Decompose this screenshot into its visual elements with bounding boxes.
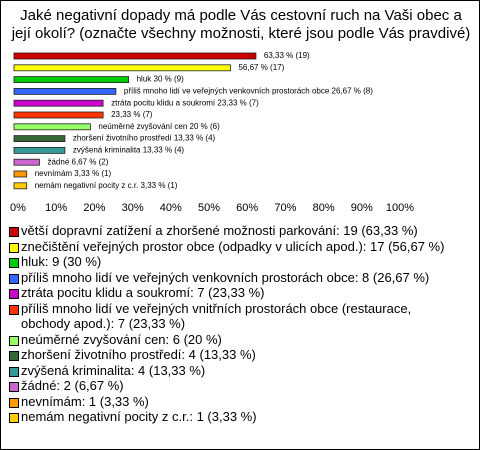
legend-label: nevnímám: 1 (3,33 %) [21,393,149,409]
legend-item: zhoršení životního prostředí: 4 (13,33 %… [9,347,455,363]
legend-item: ztráta pocitu klidu a soukromí: 7 (23,33… [9,285,455,301]
legend-item: větší dopravní zatížení a zhoršené možno… [9,223,455,239]
bar [13,88,117,95]
legend-item: nevnímám: 1 (3,33 %) [9,394,455,410]
value-label: zvýšená kriminalita 13,33 % (4) [73,146,184,155]
bar [13,135,66,143]
legend-swatch [9,366,19,377]
bar [13,182,28,190]
legend-swatch [9,413,19,423]
value-label: ztráta pocitu klidu a soukromí 23,33 % (… [111,98,259,107]
bar [13,76,129,83]
x-tick-label: 40% [160,202,182,214]
legend-label: příliš mnoho lidí ve veřejných venkovníc… [21,269,430,285]
legend-swatch [9,227,19,237]
bar [13,111,104,119]
x-tick-label: 60% [236,202,258,214]
legend-label: žádné: 2 (6,67 %) [21,378,124,393]
value-label: hluk 30 % (9) [137,75,184,84]
legend-swatch [9,242,19,253]
x-tick-label: 20% [83,202,105,214]
chart-title: Jaké negativní dopady má podle Vás cesto… [11,7,471,42]
legend-item: žádné: 2 (6,67 %) [9,378,455,394]
value-label: 63,33 % (19) [264,51,310,60]
bar [13,64,231,72]
x-tick-label: 70% [274,202,296,214]
value-label: žádné 6,67 % (2) [47,157,108,166]
bar [13,170,28,178]
legend-item: zvýšená kriminalita: 4 (13,33 %) [9,363,455,379]
value-label: 56,67 % (17) [238,63,284,72]
value-label: příliš mnoho lidí ve veřejných venkovníc… [124,87,373,96]
bar [13,146,66,154]
value-label: nemám negativní pocity z c.r. 3,33 % (1) [35,181,178,190]
x-tick-label: 0% [10,202,26,214]
legend-swatch [9,258,19,268]
value-label: nevnímám 3,33 % (1) [35,169,112,178]
legend-label: ztráta pocitu klidu a soukromí: 7 (23,33… [21,285,265,300]
legend-label: hluk: 9 (30 %) [21,254,102,269]
legend-item: hluk: 9 (30 %) [9,254,455,270]
legend-swatch [9,273,19,284]
legend-label: větší dopravní zatížení a zhoršené možno… [21,223,418,238]
legend-swatch [9,351,19,361]
x-tick-label: 50% [198,202,220,214]
legend-label: nemám negativní pocity z c.r.: 1 (3,33 %… [21,409,257,424]
legend-label: zvýšená kriminalita: 4 (13,33 %) [21,362,206,378]
legend-label: příliš mnoho lidí ve veřejných vnitřních… [21,300,412,332]
x-tick-label: 90% [351,202,373,214]
legend-swatch [9,289,19,299]
legend-label: znečištění veřejných prostor obce (odpad… [21,238,445,254]
legend-item: příliš mnoho lidí ve veřejných venkovníc… [9,270,455,286]
plot: 0% 10% 20% 30% 40% 50% 60% 70% 80% 90% 100% 63,33 %… [10,51,414,214]
bar [13,123,91,131]
legend-swatch [9,397,19,408]
legend-item: nemám negativní pocity z c.r.: 1 (3,33 %… [9,409,455,425]
bar [13,158,40,166]
bar [13,99,104,107]
x-tick-label: 30% [122,202,144,214]
legend-swatch [9,335,19,346]
legend-label: zhoršení životního prostředí: 4 (13,33 %… [21,347,256,362]
legend-item: znečištění veřejných prostor obce (odpad… [9,239,455,255]
value-label: 23,33 % (7) [111,110,153,119]
legend-item: neúměrné zvyšování cen: 6 (20 %) [9,332,455,348]
value-label: zhoršení životního prostředí 13,33 % (4) [73,134,216,143]
x-tick-label: 100% [386,202,414,214]
x-tick-label: 10% [45,202,67,214]
legend-swatch [9,382,19,392]
value-label: neúměrné zvyšování cen 20 % (6) [98,122,220,131]
legend: větší dopravní zatížení a zhoršené možno… [9,223,455,425]
legend-label: neúměrné zvyšování cen: 6 (20 %) [21,331,222,347]
legend-swatch [9,304,19,315]
legend-item: příliš mnoho lidí ve veřejných vnitřních… [9,301,455,332]
x-tick-label: 80% [313,202,335,214]
bar [13,52,257,60]
